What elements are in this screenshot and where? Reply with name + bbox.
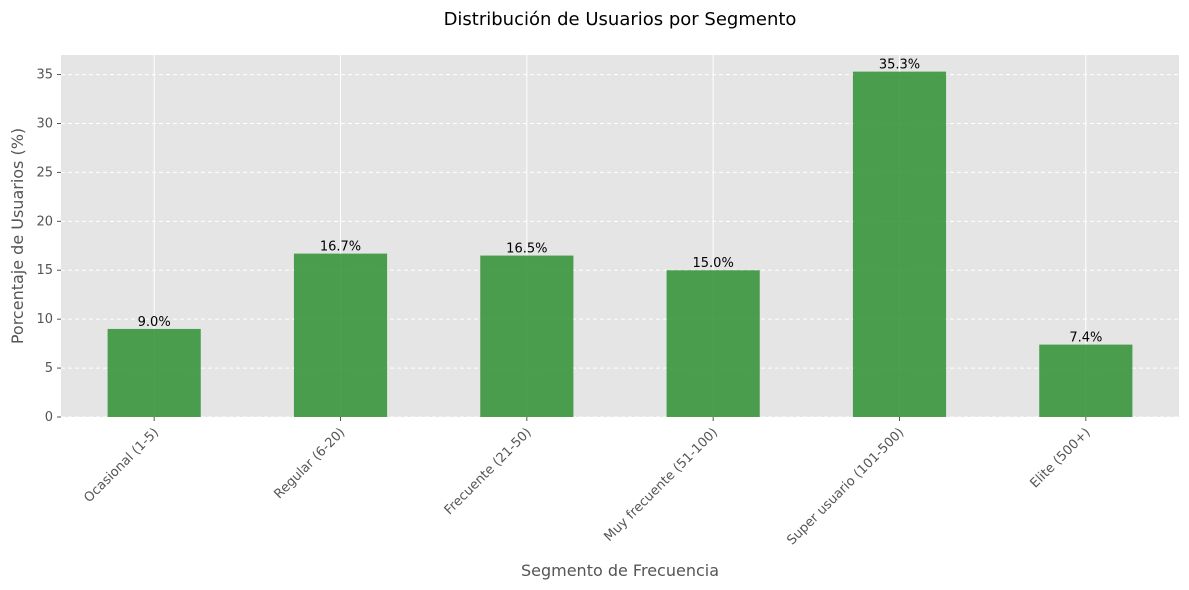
y-tick-label: 35 <box>36 68 53 83</box>
bar-value-label: 7.4% <box>1069 331 1102 346</box>
bar <box>1039 344 1133 417</box>
y-tick-label: 0 <box>45 410 53 425</box>
x-tick-label: Muy frecuente (51-100) <box>602 425 721 544</box>
chart-title: Distribución de Usuarios por Segmento <box>444 9 797 30</box>
bar-value-label: 16.5% <box>506 242 547 257</box>
bar <box>666 270 760 417</box>
x-axis-ticks: Ocasional (1-5) Regular (6-20) Frecuente (… <box>81 417 1094 548</box>
x-tick-label: Regular (6-20) <box>272 425 349 502</box>
x-axis-label: Segmento de Frecuencia <box>521 561 719 580</box>
y-tick-label: 5 <box>45 361 53 376</box>
y-axis-ticks: 0 5 10 15 20 25 30 35 <box>36 68 61 425</box>
y-tick-label: 20 <box>36 214 53 229</box>
bar <box>852 71 947 417</box>
plot-background <box>61 55 1179 417</box>
x-tick-label: Elite (500+) <box>1028 425 1094 491</box>
bar <box>480 255 574 417</box>
x-tick-label: Super usuario (101-500) <box>784 425 907 548</box>
bar <box>293 253 388 417</box>
bars: 9.0% 16.7% 16.5% 15.0% 35.3% 7.4% <box>107 58 1133 417</box>
bar-value-label: 15.0% <box>693 256 734 271</box>
bar-value-label: 16.7% <box>320 240 361 255</box>
bar-value-label: 35.3% <box>879 58 920 73</box>
x-tick-label: Frecuente (21-50) <box>442 425 535 518</box>
y-tick-label: 30 <box>36 116 53 131</box>
x-tick-label: Ocasional (1-5) <box>81 425 162 506</box>
y-tick-label: 25 <box>36 165 53 180</box>
bar <box>107 328 201 417</box>
y-axis-label: Porcentaje de Usuarios (%) <box>8 128 27 344</box>
y-tick-label: 15 <box>36 263 53 278</box>
bar-value-label: 9.0% <box>138 315 171 330</box>
y-tick-label: 10 <box>36 312 53 327</box>
